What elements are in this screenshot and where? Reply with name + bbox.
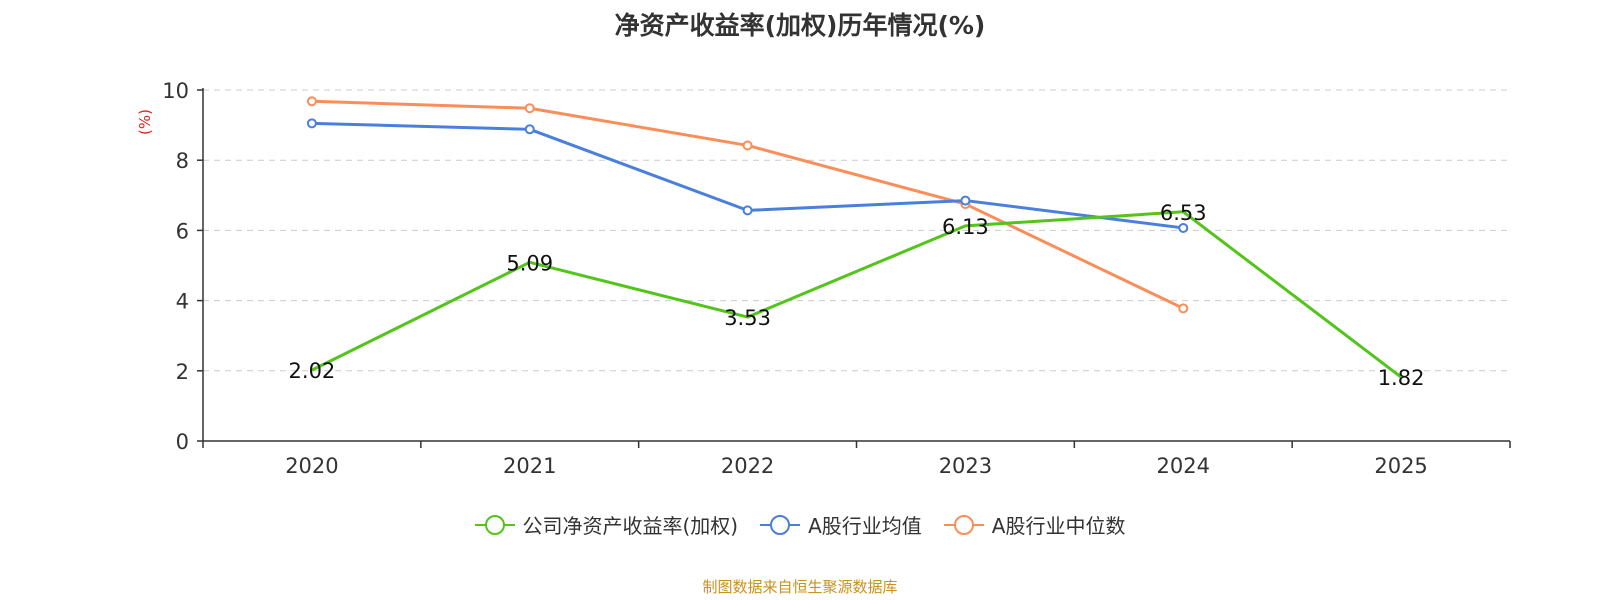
data-label: 6.13 <box>942 215 989 239</box>
x-tick-label: 2021 <box>503 454 556 478</box>
y-tick-label: 2 <box>176 360 189 384</box>
y-tick-label: 10 <box>162 79 189 103</box>
data-source-note: 制图数据来自恒生聚源数据库 <box>702 578 898 596</box>
series-point <box>306 96 317 107</box>
legend-item-industry-median[interactable]: A股行业中位数 <box>943 510 1126 539</box>
series-point <box>960 195 971 206</box>
x-tick-label: 2024 <box>1157 454 1210 478</box>
series-line-2 <box>311 99 1184 310</box>
x-tick-label: 2023 <box>939 454 992 478</box>
series-point <box>1178 222 1189 233</box>
series-point <box>306 118 317 129</box>
axes: 0 2 4 6 8 10 2020 2021 2022 2023 2024 2025 <box>162 79 1511 478</box>
legend-item-industry-mean[interactable]: A股行业均值 <box>760 510 922 539</box>
chart-title: 净资产收益率(加权)历年情况(%) <box>614 11 986 40</box>
series-point <box>742 140 753 151</box>
legend-label: 公司净资产收益率(加权) <box>522 514 739 538</box>
x-tick-label: 2020 <box>285 454 338 478</box>
legend-marker-icon <box>943 514 984 535</box>
series-point <box>524 124 535 135</box>
y-tick-label: 4 <box>176 290 189 314</box>
data-label: 6.53 <box>1160 201 1207 225</box>
series-point <box>1178 303 1189 314</box>
legend: 公司净资产收益率(加权) A股行业均值 A股行业中位数 <box>0 510 1600 539</box>
y-tick-label: 8 <box>176 149 189 173</box>
legend-item-company[interactable]: 公司净资产收益率(加权) <box>474 510 739 539</box>
legend-marker-icon <box>760 514 801 535</box>
series-point <box>742 205 753 216</box>
gridlines <box>203 89 1510 372</box>
data-label: 3.53 <box>724 306 771 330</box>
legend-label: A股行业均值 <box>808 514 922 538</box>
x-tick-label: 2025 <box>1374 454 1427 478</box>
legend-label: A股行业中位数 <box>991 514 1126 538</box>
data-label: 5.09 <box>506 251 553 275</box>
legend-marker-icon <box>474 514 515 535</box>
y-tick-label: 0 <box>176 430 189 454</box>
data-labels: 2.02 5.09 3.53 6.13 6.53 1.82 <box>289 201 1425 390</box>
series-line-0 <box>311 210 1402 379</box>
x-tick-label: 2022 <box>721 454 774 478</box>
series-point <box>524 103 535 114</box>
data-label: 1.82 <box>1378 366 1425 390</box>
line-chart: 0 2 4 6 8 10 2020 2021 2022 2023 2024 2025 2.02 5.09… <box>162 79 1511 478</box>
series-lines <box>306 96 1402 379</box>
data-label: 2.02 <box>289 359 336 383</box>
y-tick-label: 6 <box>176 219 189 243</box>
